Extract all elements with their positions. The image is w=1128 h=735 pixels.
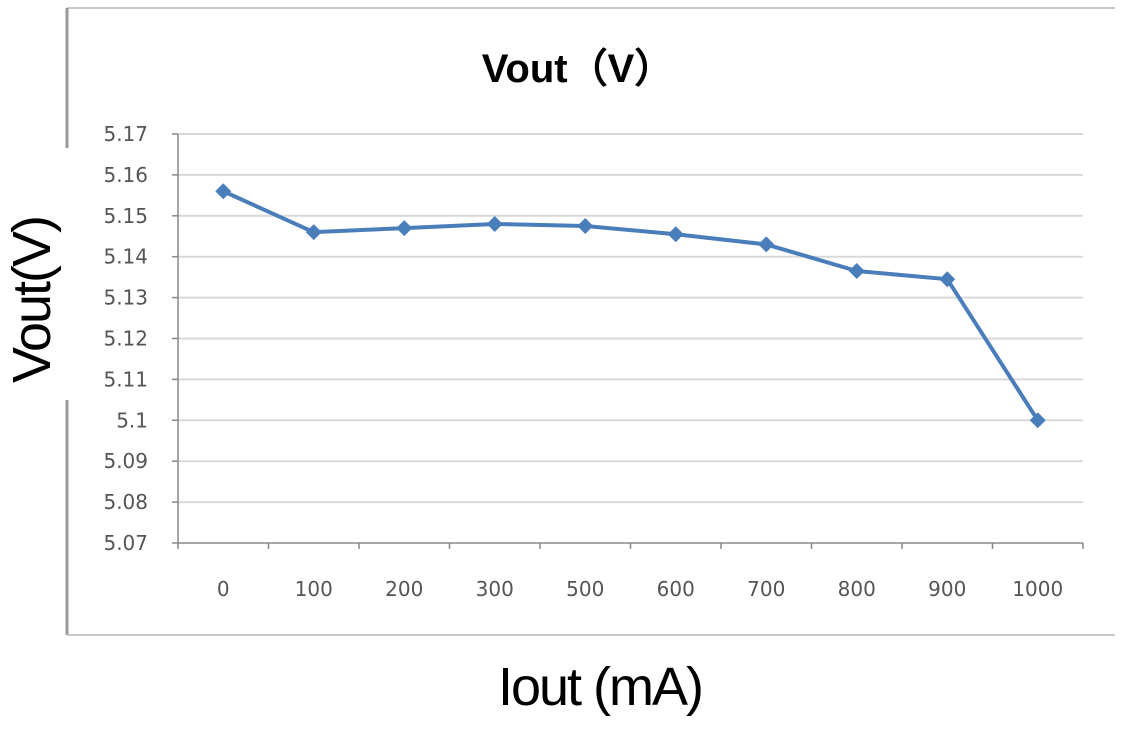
chart-title: Vout（V）	[482, 47, 675, 91]
x-tick-label: 700	[747, 577, 785, 601]
x-tick-label: 900	[928, 577, 966, 601]
y-tick-labels: 5.07 5.08 5.09 5.1 5.11 5.12 5.13 5.14 5.15 5.16 5…	[103, 122, 148, 555]
y-tick-label: 5.17	[103, 122, 148, 146]
data-point	[758, 236, 775, 253]
x-tick-label: 0	[217, 577, 230, 601]
y-axis-title: Vout(V)	[2, 217, 62, 383]
y-tick-label: 5.09	[103, 449, 148, 473]
y-tick-label: 5.11	[103, 367, 148, 391]
x-tick-label: 300	[476, 577, 514, 601]
data-point	[305, 224, 322, 241]
y-tick-label: 5.07	[103, 531, 148, 555]
y-tick-label: 5.1	[116, 408, 148, 432]
x-tick-label: 800	[838, 577, 876, 601]
data-point	[939, 271, 956, 288]
x-tick-labels: 0 100 200 300 500 600 700 800 900 1000	[217, 577, 1063, 601]
y-tick-label: 5.14	[103, 245, 148, 269]
x-tick-label: 100	[295, 577, 333, 601]
axes	[172, 133, 1084, 549]
y-tick-label: 5.08	[103, 490, 148, 514]
data-point	[396, 220, 413, 237]
data-point	[577, 218, 594, 235]
data-point	[486, 215, 503, 232]
grid-lines	[178, 133, 1083, 504]
x-axis-title: Iout (mA)	[498, 657, 702, 717]
x-tick-label: 500	[566, 577, 604, 601]
x-tick-label: 600	[657, 577, 695, 601]
y-tick-label: 5.16	[103, 163, 148, 187]
x-tick-label: 1000	[1012, 577, 1063, 601]
series-vout	[215, 183, 1046, 429]
x-tick-label: 200	[385, 577, 423, 601]
y-tick-label: 5.12	[103, 327, 148, 351]
y-tick-label: 5.13	[103, 286, 148, 310]
series-line	[222, 189, 1040, 422]
data-point	[1029, 412, 1046, 429]
data-point	[667, 226, 684, 243]
y-tick-label: 5.15	[103, 204, 148, 228]
data-point	[848, 263, 865, 280]
data-point	[215, 183, 232, 200]
